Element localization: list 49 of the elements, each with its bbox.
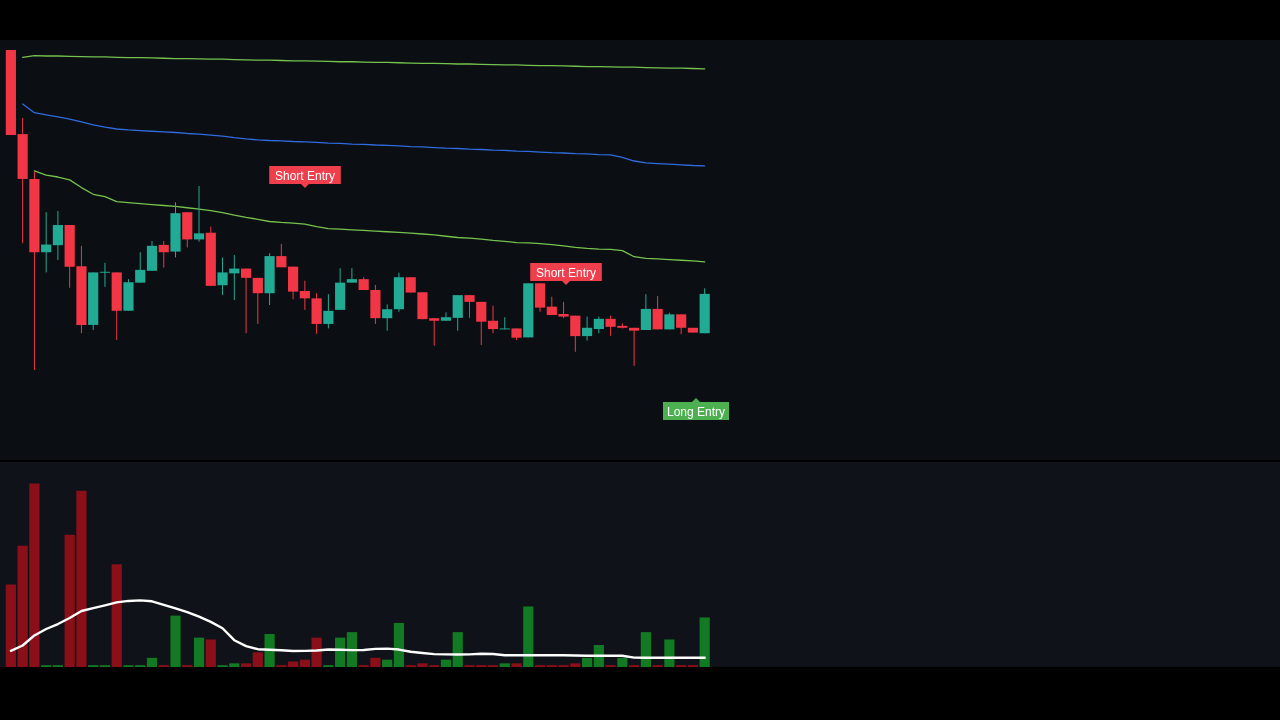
candlestick [452,294,463,332]
bar [205,639,216,667]
bar [699,617,710,667]
bar [5,584,16,667]
annotation: Short Entry [535,265,597,280]
candlestick [652,295,663,330]
candlestick [323,293,334,329]
bar [382,659,393,667]
bar [299,659,310,667]
candlestick [346,267,357,284]
candlestick [52,210,64,261]
candlestick [581,316,593,342]
candlestick [464,294,475,319]
candlestick [193,185,205,243]
bar [346,632,357,667]
candlestick [158,240,169,269]
candlestick [240,268,252,334]
candlestick [476,301,487,346]
candlestick [99,262,111,288]
bar [511,663,522,667]
candlestick [676,313,687,335]
bar [452,632,463,667]
candlestick [299,280,310,311]
bar [193,637,205,667]
candlestick [499,316,510,330]
text: Long Entry [666,404,726,419]
bar [170,615,181,667]
candlestick [382,303,393,332]
bar [617,657,628,667]
bar [640,632,651,667]
bar [393,622,405,667]
candlestick [640,293,651,331]
candlestick [629,327,640,367]
bar [335,637,346,667]
bar [499,663,510,667]
annotation: Short Entry [274,168,336,183]
candlestick [252,277,263,325]
bar [581,657,593,667]
bar [252,652,263,667]
bar [523,606,534,667]
bar [440,659,452,667]
bar [240,663,252,667]
candlestick [440,311,452,322]
bar [111,564,122,667]
bar [146,657,158,667]
bar [288,661,299,667]
candlestick [487,305,499,334]
bar [664,639,675,667]
candlestick [41,211,52,273]
